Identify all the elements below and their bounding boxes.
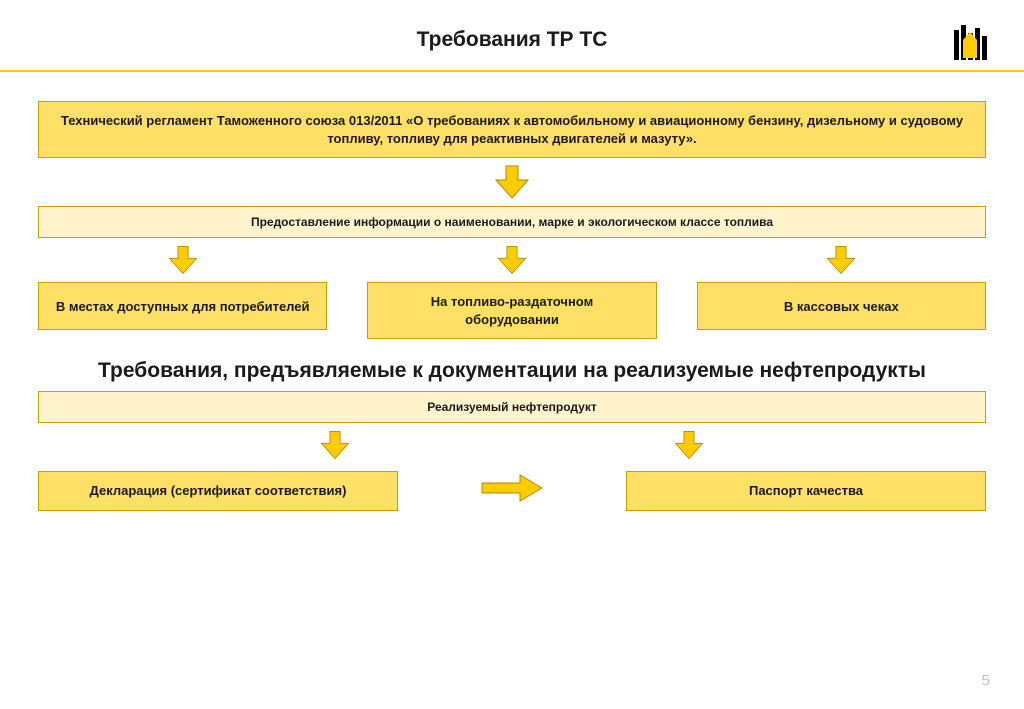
- arrow-down-icon: [672, 429, 706, 461]
- arrow-down-icon: [824, 244, 858, 276]
- section-subtitle: Требования, предъявляемые к документации…: [38, 357, 986, 384]
- arrow-down-icon: [38, 164, 986, 200]
- arrow-right-icon: [480, 473, 544, 508]
- place-block-2: На топливо-раздаточном оборудовании: [367, 282, 656, 339]
- rosneft-logo: [948, 22, 994, 71]
- arrow-down-icon: [166, 244, 200, 276]
- regulation-block: Технический регламент Таможенного союза …: [38, 101, 986, 158]
- arrow-down-icon: [318, 429, 352, 461]
- product-block: Реализуемый нефтепродукт: [38, 391, 986, 423]
- place-block-3: В кассовых чеках: [697, 282, 986, 330]
- slide-content: Технический регламент Таможенного союза …: [0, 101, 1024, 511]
- places-row: В местах доступных для потребителей На т…: [38, 238, 986, 339]
- docs-arrows-row: [38, 423, 986, 467]
- doc-block-2: Паспорт качества: [626, 471, 986, 511]
- page-title: Требования ТР ТС: [0, 28, 1024, 52]
- info-block: Предоставление информации о наименовании…: [38, 206, 986, 238]
- doc-block-1: Декларация (сертификат соответствия): [38, 471, 398, 511]
- header-divider: [0, 70, 1024, 73]
- place-block-1: В местах доступных для потребителей: [38, 282, 327, 330]
- arrow-down-icon: [495, 244, 529, 276]
- page-number: 5: [982, 672, 990, 689]
- slide-header: Требования ТР ТС: [0, 0, 1024, 70]
- docs-row: Декларация (сертификат соответствия) Пас…: [38, 471, 986, 511]
